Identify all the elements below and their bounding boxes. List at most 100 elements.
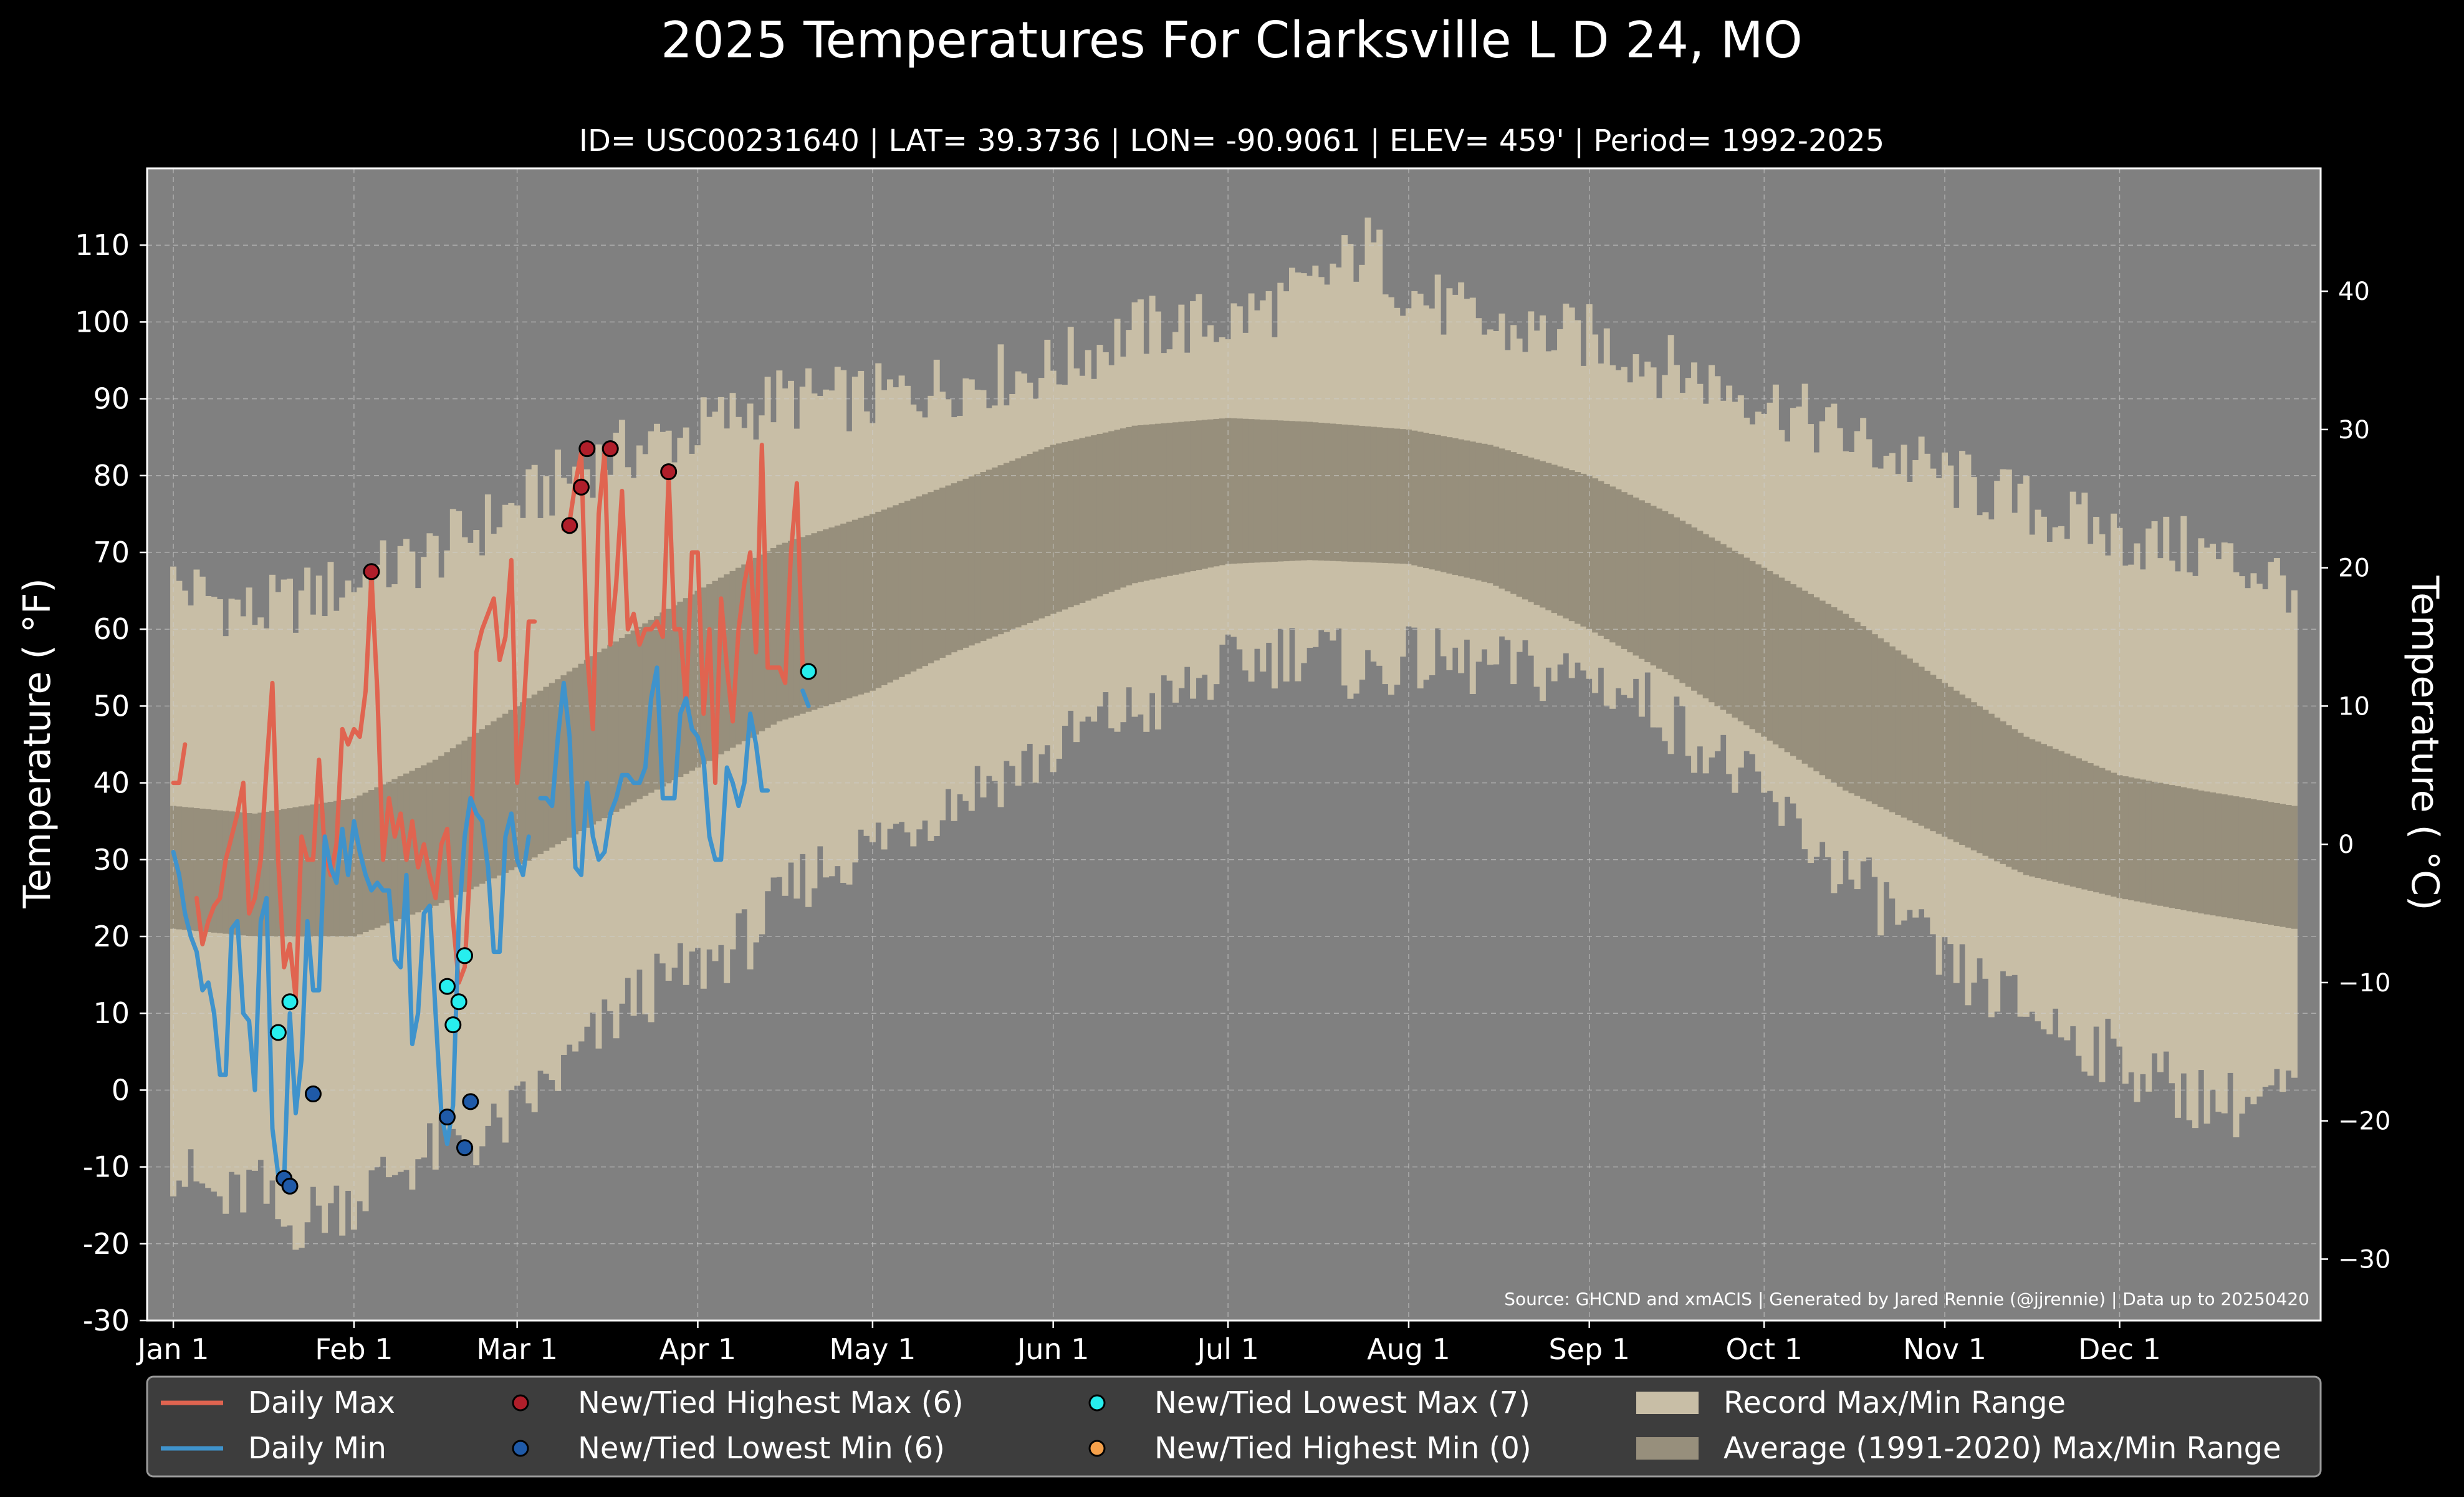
- average-range-bar: [2017, 733, 2024, 873]
- legend-box: [146, 1375, 2322, 1478]
- plot-frame: [146, 167, 2322, 1322]
- average-range-bar: [2198, 790, 2205, 914]
- average-range-bar: [2099, 768, 2106, 894]
- record-marker: [444, 1016, 462, 1034]
- average-range-bar: [1942, 683, 1948, 837]
- average-range-bar: [1650, 506, 1657, 666]
- average-range-bar: [1027, 454, 1033, 623]
- average-range-bar: [1242, 418, 1249, 564]
- average-range-bar: [881, 509, 888, 685]
- average-range-bar: [1219, 418, 1225, 566]
- average-range-bar: [1522, 455, 1528, 600]
- average-range-bar: [2268, 802, 2275, 925]
- x-tick-label: Jan 1: [136, 1332, 209, 1366]
- average-range-bar: [1248, 419, 1255, 563]
- average-range-bar: [863, 516, 870, 693]
- average-range-bar: [444, 752, 451, 900]
- x-tick-label: Nov 1: [1903, 1332, 1987, 1366]
- average-range-bar: [886, 507, 893, 683]
- average-range-bar: [1277, 420, 1284, 562]
- average-range-bar: [1172, 422, 1179, 575]
- x-tick-label: Aug 1: [1367, 1332, 1450, 1366]
- average-range-bar: [1143, 425, 1150, 581]
- average-range-bar: [1895, 650, 1902, 816]
- average-range-bar: [834, 525, 841, 703]
- average-range-bar: [572, 667, 579, 835]
- average-range-bar: [1318, 423, 1325, 561]
- average-range-bar: [2029, 739, 2036, 877]
- y-tick-label: 30: [93, 843, 130, 877]
- legend-label: New/Tied Lowest Max (7): [1154, 1385, 1530, 1420]
- average-range-bar: [1341, 424, 1348, 562]
- average-range-bar: [1044, 447, 1051, 617]
- average-range-bar: [1411, 430, 1418, 566]
- average-range-bar: [1808, 594, 1814, 768]
- average-range-bar: [1085, 436, 1091, 601]
- average-range-bar: [1656, 508, 1662, 669]
- average-range-bar: [1889, 646, 1896, 812]
- average-range-bar: [397, 776, 404, 919]
- average-range-bar: [2087, 763, 2094, 891]
- average-range-bar: [1516, 454, 1523, 597]
- average-range-bar: [2122, 776, 2129, 900]
- average-range-bar: [1131, 425, 1138, 584]
- average-range-bar: [1096, 433, 1103, 597]
- average-range-bar: [2128, 777, 2135, 900]
- average-range-bar: [1615, 489, 1622, 646]
- average-range-bar: [1353, 425, 1359, 562]
- average-range-bar: [2005, 725, 2012, 867]
- average-range-bar: [1644, 503, 1651, 662]
- average-range-bar: [1959, 694, 1966, 845]
- average-range-bar: [257, 812, 264, 936]
- average-range-bar: [1359, 426, 1366, 562]
- average-range-bar: [1702, 534, 1709, 699]
- average-range-bar: [1003, 463, 1010, 632]
- average-range-bar: [1924, 670, 1930, 829]
- average-range-bar: [531, 694, 538, 858]
- average-range-bar: [1295, 421, 1302, 561]
- average-range-bar: [1912, 662, 1919, 824]
- y-tick-label: 70: [93, 536, 130, 569]
- average-range-bar: [1230, 418, 1237, 564]
- average-range-bar: [1032, 451, 1039, 621]
- average-range-bar: [193, 808, 200, 931]
- average-range-bar: [2203, 791, 2210, 915]
- daily-min-line: [171, 665, 811, 1185]
- average-range-bar: [374, 787, 381, 928]
- daily-max-line: [171, 443, 805, 1001]
- average-range-bar: [1592, 478, 1599, 633]
- average-range-bar: [578, 663, 585, 832]
- average-range-bar: [234, 812, 241, 935]
- average-range-bar: [1073, 439, 1080, 605]
- y-tick-label: -10: [83, 1150, 130, 1184]
- average-range-bar: [607, 645, 614, 816]
- average-range-bar: [1283, 420, 1290, 562]
- average-range-bar: [1726, 547, 1733, 714]
- grid-lines: [147, 168, 2321, 1321]
- average-range-bar: [1901, 654, 1907, 818]
- average-range-bar: [2221, 794, 2228, 918]
- y-tick-label: 20: [93, 920, 130, 953]
- average-range-bar: [805, 535, 812, 712]
- average-range-bar: [1935, 678, 1942, 834]
- average-range-bar: [1056, 443, 1063, 612]
- average-range-bar: [2245, 798, 2251, 922]
- average-range-bar: [1947, 686, 1954, 840]
- average-range-bar: [1475, 443, 1482, 580]
- average-range-bar: [1697, 531, 1704, 695]
- average-range-bar: [2192, 789, 2198, 913]
- average-range-bar: [1988, 713, 1995, 859]
- average-range-bar: [1568, 470, 1575, 622]
- y-tick-label: 60: [93, 612, 130, 646]
- average-range-bar: [357, 795, 363, 935]
- average-range-bar: [1079, 438, 1086, 603]
- average-range-bar: [2145, 781, 2152, 904]
- average-range-bar: [1190, 421, 1197, 572]
- average-range-bar: [1603, 484, 1610, 640]
- average-range-bar: [1399, 429, 1406, 564]
- average-range-bar: [188, 807, 194, 931]
- legend-label: New/Tied Lowest Min (6): [578, 1431, 945, 1466]
- average-range-bar: [951, 483, 957, 653]
- legend-marker-swatch: [1088, 1394, 1106, 1412]
- average-range-bar: [2134, 778, 2140, 902]
